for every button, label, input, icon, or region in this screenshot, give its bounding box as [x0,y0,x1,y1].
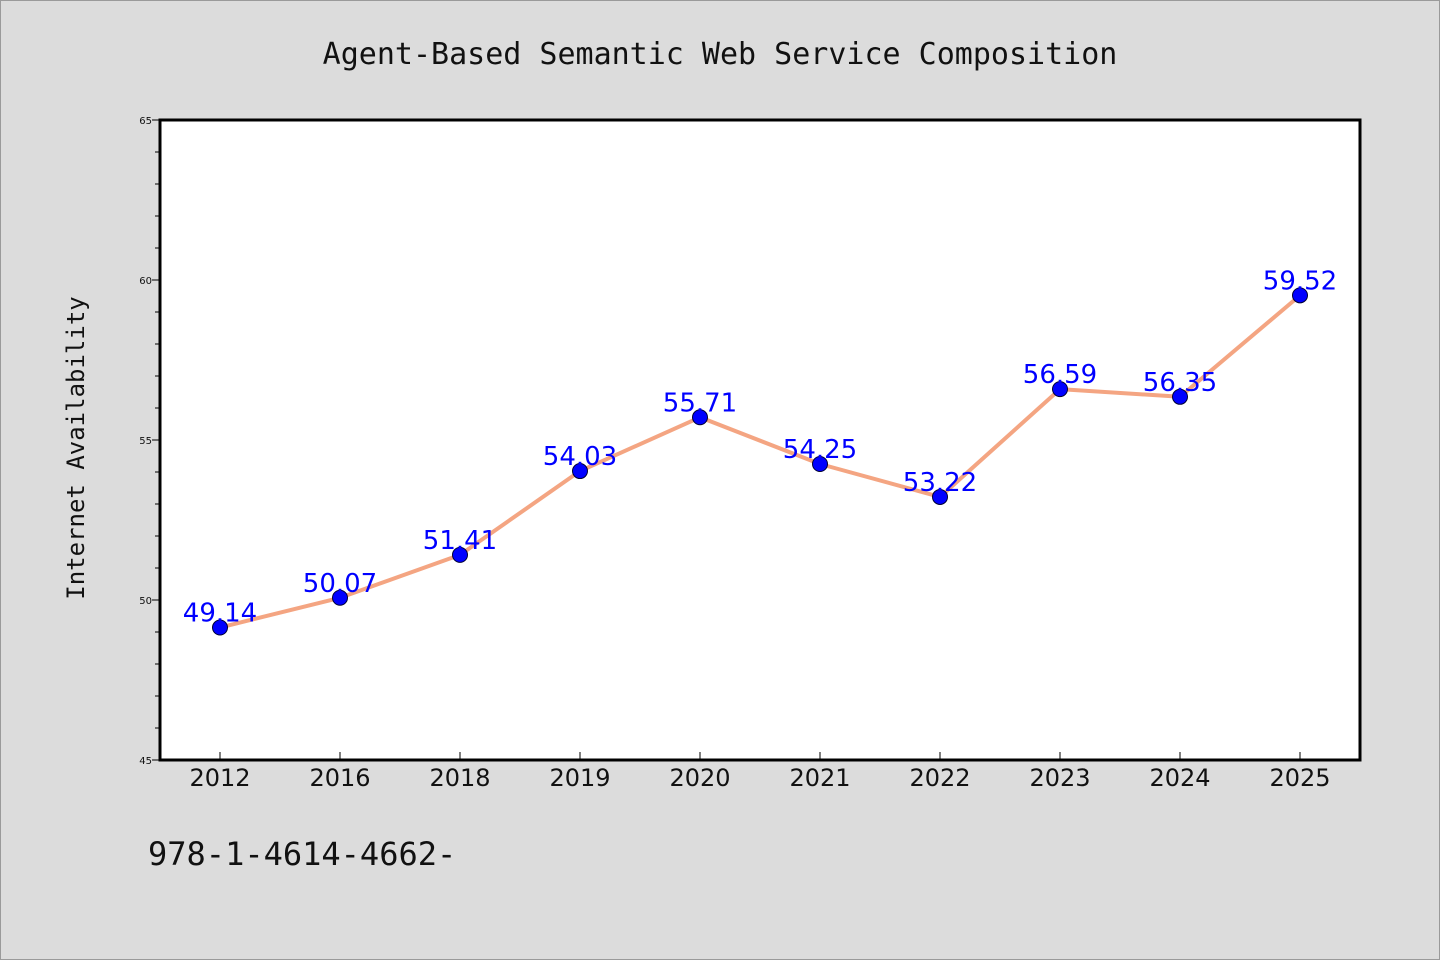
data-point [452,546,468,563]
data-label: 53.22 [903,468,977,498]
data-point [332,589,348,606]
data-point [932,488,948,505]
data-point [1052,381,1068,398]
y-tick-label: 45 [139,756,152,767]
data-label: 50.07 [303,569,377,599]
data-point [212,619,228,636]
x-tick-label: 2021 [789,764,850,792]
x-tick-label: 2023 [1029,764,1090,792]
footer-text: 978-1-4614-4662- [148,835,456,873]
data-label: 54.03 [543,442,617,472]
y-axis: 45 50 55 60 65 [139,116,160,767]
series-line [219,293,1302,630]
data-label: 59.52 [1263,266,1337,296]
data-point [692,409,708,426]
data-point [1172,388,1188,405]
data-label: 49.14 [183,599,257,629]
data-label: 56.59 [1023,360,1097,390]
y-axis-label: Internet Availability [62,296,90,599]
x-tick-label: 2016 [309,764,370,792]
data-label: 56.35 [1143,368,1217,398]
x-tick-label: 2024 [1149,764,1210,792]
data-label: 55.71 [663,388,737,418]
data-point [812,456,828,472]
x-tick-label: 2022 [909,764,970,792]
y-tick-label: 65 [139,116,152,127]
x-tick-label: 2020 [669,764,730,792]
data-label: 54.25 [783,435,857,465]
data-label: 51.41 [423,526,497,556]
y-tick-label: 55 [139,436,152,447]
data-labels: 49.14 50.07 51.41 54.03 55.71 54.25 53.22 56.59… [183,266,1337,628]
data-markers [212,287,1308,636]
x-tick-label: 2019 [549,764,610,792]
x-tick-label: 2018 [429,764,490,792]
chart-title: Agent-Based Semantic Web Service Composi… [323,37,1118,72]
x-axis: 2012 2016 2018 2019 2020 2021 2022 2023 2024 2025 [189,752,1331,792]
x-tick-label: 2012 [189,764,250,792]
data-point [572,463,588,480]
y-tick-label: 60 [139,276,152,287]
data-point [1292,287,1308,304]
x-tick-label: 2025 [1269,764,1330,792]
y-tick-label: 50 [139,596,152,607]
